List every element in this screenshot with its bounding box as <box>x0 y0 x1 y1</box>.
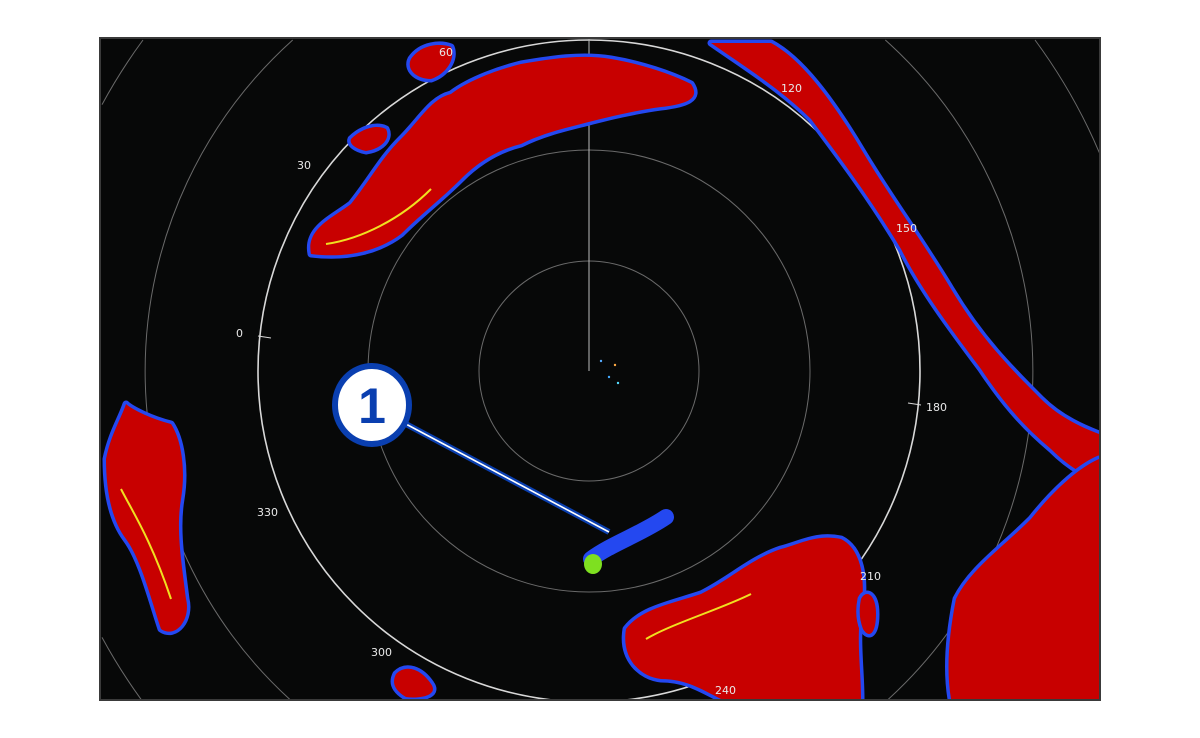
bearing-label-330: 330 <box>257 506 278 519</box>
echo-south <box>621 534 867 699</box>
echo-northeast <box>707 39 1099 483</box>
bearing-label-180: 180 <box>926 401 947 414</box>
radar-echoes <box>102 39 1099 699</box>
echo-north-small <box>406 41 456 83</box>
bearing-label-240: 240 <box>715 684 736 697</box>
callout-1: 1 <box>332 363 611 535</box>
bearing-label-0: 0 <box>236 327 243 340</box>
bearing-label-30: 30 <box>297 159 311 172</box>
echo-south-right <box>856 590 880 638</box>
target-icon[interactable] <box>584 554 602 574</box>
callout-number: 1 <box>358 378 386 434</box>
range-ring-5 <box>101 39 1099 699</box>
callout-circle <box>332 363 412 447</box>
radar-svg: 60 120 30 150 0 180 330 210 300 240 1 <box>101 39 1099 699</box>
target-trail <box>583 509 674 567</box>
echo-west <box>102 400 191 635</box>
bearing-label-210: 210 <box>860 570 881 583</box>
bearing-label-120: 120 <box>781 82 802 95</box>
echo-east-lower <box>945 455 1099 699</box>
echo-north-left <box>347 123 391 155</box>
center-clutter <box>599 359 620 385</box>
echo-north <box>306 53 698 259</box>
bearing-label-300: 300 <box>371 646 392 659</box>
bearing-label-60: 60 <box>439 46 453 59</box>
radar-display[interactable]: 60 120 30 150 0 180 330 210 300 240 1 <box>99 37 1101 701</box>
bearing-label-150: 150 <box>896 222 917 235</box>
echo-southwest-small <box>390 665 437 699</box>
